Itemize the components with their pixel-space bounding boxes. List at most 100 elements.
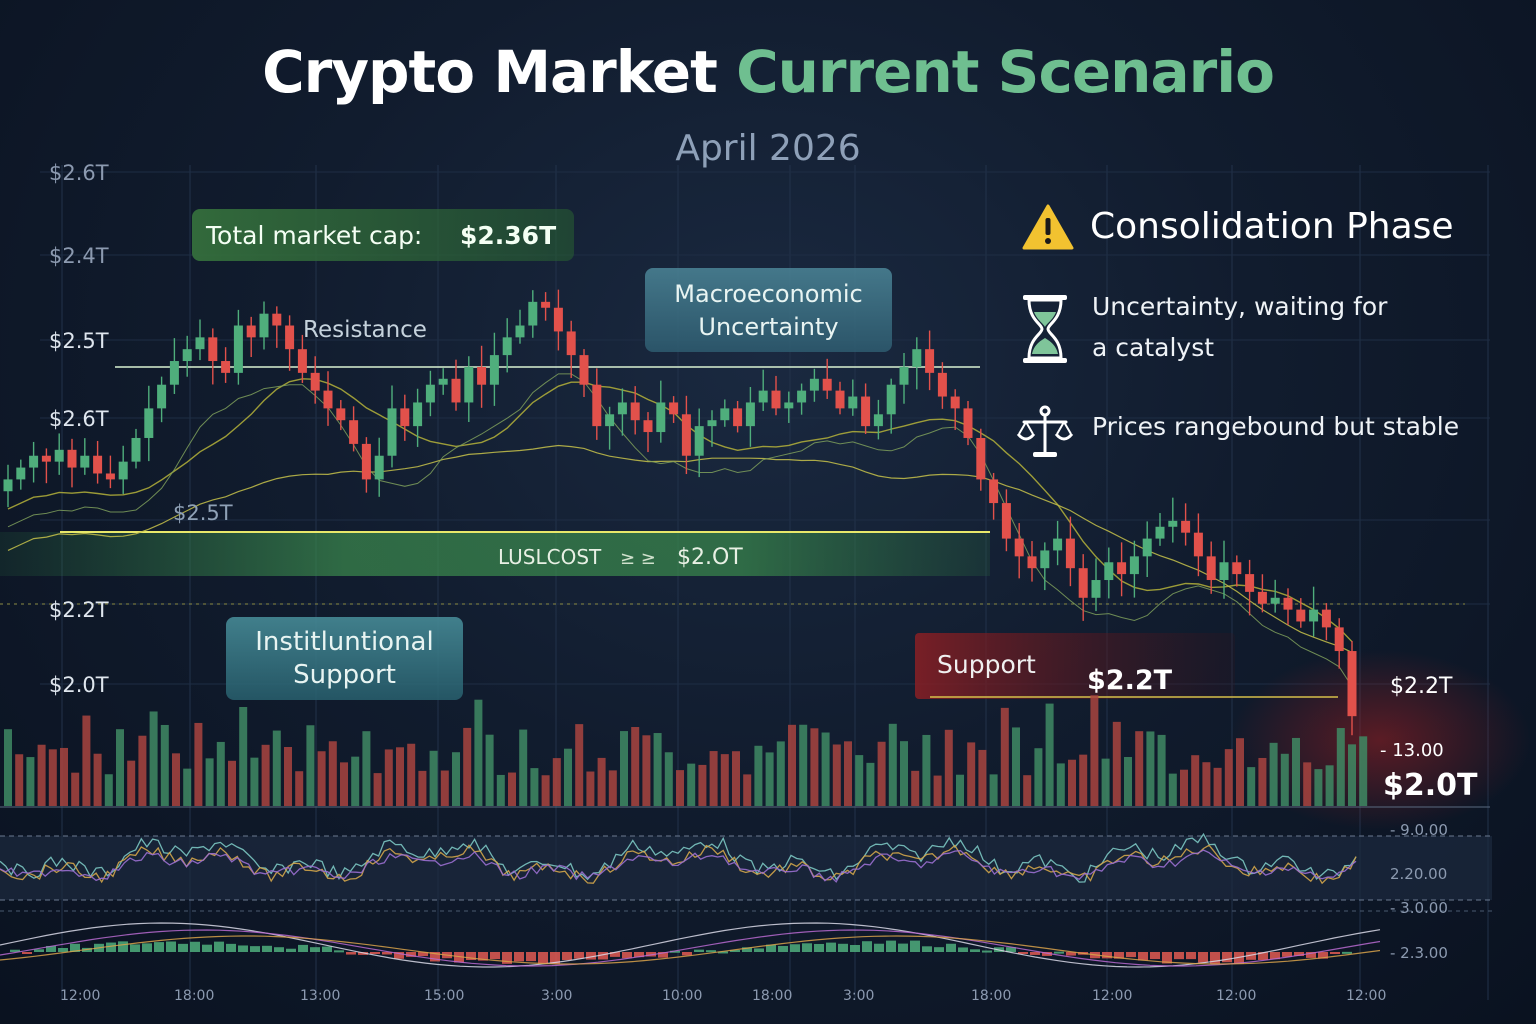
oscillator-line-1	[0, 832, 1357, 883]
candle-body	[758, 390, 768, 403]
candle-body	[16, 467, 26, 480]
volume-bar	[1124, 757, 1132, 806]
x-axis-label: 10:00	[662, 988, 702, 1004]
macd-bar	[1234, 952, 1244, 965]
volume-bar	[239, 707, 248, 806]
macd-bar	[166, 941, 176, 952]
volume-bar	[452, 752, 460, 806]
macd-bar	[1210, 952, 1220, 964]
volume-bar	[1101, 758, 1110, 806]
volume-bar	[351, 756, 360, 806]
candle-body	[835, 390, 845, 409]
y-axis-label: $2.5T	[49, 329, 109, 353]
macd-bar	[1030, 952, 1040, 955]
institutional-support-callout: Institluntional Support	[226, 617, 463, 700]
macd-bar	[214, 941, 224, 952]
macd-bar	[730, 949, 740, 952]
y-axis-label: $2.0T	[49, 673, 109, 697]
candle-body	[1283, 597, 1293, 610]
volume-bar	[138, 735, 147, 806]
candle-body	[169, 361, 179, 385]
volume-bar	[1280, 753, 1289, 806]
right-label: $2.0T	[1383, 768, 1478, 803]
macd-bar	[154, 942, 164, 952]
candle-body	[1155, 526, 1165, 539]
volume-bar	[26, 757, 35, 806]
candle-body	[1193, 532, 1203, 557]
right-label: - 13.00	[1380, 740, 1444, 761]
volume-bar	[93, 753, 102, 806]
support-zone	[915, 633, 1235, 699]
macd-bar	[1186, 952, 1196, 960]
band-value: $2.OT	[677, 545, 743, 570]
candle-body	[195, 337, 205, 350]
candle-body	[694, 426, 704, 456]
ma-line-fast	[7, 373, 1353, 687]
candle-body	[1321, 609, 1331, 628]
macd-bar	[322, 946, 332, 952]
candle-body	[950, 396, 960, 409]
candle-body	[1104, 562, 1114, 581]
market-cap-value: $2.36T	[460, 221, 557, 250]
candle-body	[297, 349, 307, 373]
macd-bar	[1054, 951, 1064, 954]
macd-bar	[1150, 952, 1160, 960]
hourglass-icon	[1023, 295, 1067, 363]
macd-bar	[46, 945, 56, 952]
candle-body	[630, 402, 640, 421]
macd-bar	[958, 947, 968, 952]
volume-bar	[642, 735, 651, 806]
volume-bar	[149, 711, 158, 806]
volume-bar	[687, 763, 696, 806]
band-label: LUSLCOST	[498, 545, 602, 569]
candle-body	[1091, 580, 1101, 598]
volume-bar	[228, 760, 236, 806]
macro-uncertainty-callout: Macroeconomic Uncertainty	[645, 268, 892, 352]
candle-body	[413, 402, 423, 427]
candle-body	[797, 390, 807, 403]
volume-bar	[631, 727, 640, 806]
x-axis-labels: 12:00 18:00 13:00 15:00 3:00 10:00 18:00 3:00 18…	[60, 988, 1386, 1004]
volume-bar	[1325, 765, 1334, 806]
volume-bar	[272, 730, 281, 806]
volume-bar	[944, 729, 953, 806]
macd-bar	[58, 948, 68, 952]
candle-body	[131, 437, 141, 462]
macd-bar	[826, 942, 836, 952]
volume-bar	[855, 755, 864, 806]
volume-bar	[967, 742, 976, 806]
macd-bar	[706, 950, 716, 953]
volume-bar	[911, 770, 920, 806]
macd-bar	[346, 952, 356, 955]
volume-bar	[541, 775, 550, 806]
volume-bar	[1236, 738, 1244, 806]
volume-bar	[1135, 731, 1144, 806]
volume-bar	[205, 758, 214, 806]
candle-body	[861, 396, 871, 427]
indicator-label: 2.20.00	[1390, 865, 1447, 883]
candle-body	[771, 390, 781, 409]
macd-bar	[922, 946, 932, 952]
volume-bar	[1258, 757, 1267, 806]
macd-bar	[946, 943, 956, 952]
volume-bar	[664, 752, 673, 806]
candle-body	[208, 337, 218, 362]
macd-bar	[850, 944, 860, 952]
volume-bar	[1012, 727, 1020, 806]
macd-bar	[886, 940, 896, 952]
page-subtitle: April 2026	[675, 128, 861, 169]
macd-bar	[802, 943, 812, 952]
macd-bar	[682, 952, 692, 956]
volume-bar	[172, 753, 180, 806]
candle-body	[1078, 568, 1088, 598]
x-axis-label: 12:00	[1092, 988, 1132, 1004]
candle-body	[1001, 503, 1011, 539]
volume-bar	[340, 762, 348, 806]
candle-body	[1257, 591, 1267, 604]
signal-line-2	[0, 935, 1381, 965]
candle-body	[707, 420, 717, 427]
candle-body	[605, 414, 615, 427]
y-axis-label: $2.6T	[49, 161, 109, 185]
macd-bar	[754, 948, 764, 952]
volume-bar	[989, 774, 998, 806]
